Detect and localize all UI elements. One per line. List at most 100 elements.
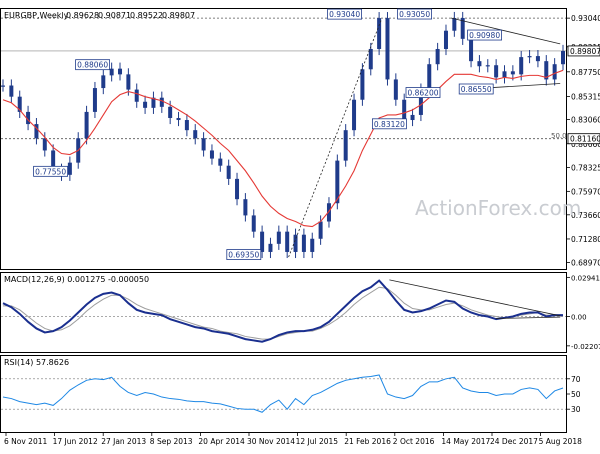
macd-line — [2, 279, 563, 343]
x-axis-label: 30 Nov 2014 — [247, 437, 295, 446]
x-axis-label: 5 Aug 2018 — [539, 437, 582, 446]
price-candle — [343, 130, 348, 161]
price-layer: 0.88060 0.77550 0.69350 0.93040 0.93050 0.909… — [1, 8, 566, 260]
macd-layer — [1, 279, 566, 343]
watermark: ActionForex.com — [415, 196, 581, 220]
price-candle — [301, 234, 306, 252]
price-axis-label: 0.78325 — [571, 163, 600, 172]
x-axis-label: 17 Jun 2012 — [53, 437, 98, 446]
annotation-box — [33, 165, 68, 177]
fib-level-tag: 0.81160 — [570, 135, 600, 144]
annotation-label: 0.90980 — [469, 31, 500, 40]
price-candle — [502, 71, 507, 78]
price-candle — [193, 130, 198, 139]
rsi-axis-label: 50 — [571, 390, 581, 399]
price-candle — [335, 160, 340, 204]
price-candle — [360, 69, 365, 100]
macd-upper-trendline — [389, 279, 561, 317]
price-candle — [485, 65, 490, 67]
price-candle — [393, 79, 398, 100]
annotation-box — [226, 249, 262, 260]
price-axis-label: 0.85315 — [571, 93, 600, 102]
price-candle — [443, 30, 448, 49]
price-candle — [318, 221, 323, 239]
annotation-label: 0.83120 — [374, 120, 405, 129]
price-axis-label: 0.87750 — [571, 68, 600, 77]
price-candle — [34, 124, 39, 139]
annotation-box — [327, 8, 363, 20]
annotation-label: 0.69350 — [228, 251, 259, 260]
price-high: 0.90871 — [98, 11, 131, 20]
price-candle — [552, 64, 557, 80]
annotation-box — [397, 8, 433, 20]
price-candle — [285, 231, 290, 252]
price-axis-label: 0.75970 — [571, 187, 600, 196]
macd-axis-label: 0.029412 — [571, 274, 600, 282]
price-candle — [67, 162, 72, 175]
price-candle — [469, 38, 474, 62]
current-price-tag: 0.89807 — [570, 47, 600, 56]
price-open: 0.89628 — [66, 11, 99, 20]
price-candle — [159, 97, 164, 107]
price-candle — [260, 231, 265, 252]
price-candle — [452, 18, 457, 31]
annotation-label: 0.88060 — [77, 61, 108, 70]
price-candle — [201, 138, 206, 151]
price-candle — [293, 234, 298, 252]
price-candle — [168, 106, 173, 118]
price-candle — [176, 117, 181, 121]
price-axis-label: 0.80660 — [571, 140, 600, 149]
rsi-title: RSI(14) 57.8626 — [4, 358, 69, 367]
price-axis-label: 0.71280 — [571, 235, 600, 244]
annotation-box — [75, 59, 110, 71]
rsi-layer — [1, 374, 566, 413]
price-candle — [126, 74, 131, 90]
price-candle — [527, 56, 532, 58]
price-candle — [26, 111, 31, 125]
annotation-box — [405, 87, 441, 98]
x-axis-label: 2 Oct 2016 — [393, 437, 435, 446]
price-candle — [143, 101, 148, 108]
moving-average-line — [2, 69, 564, 228]
price-candle — [402, 99, 407, 121]
price-candle — [118, 68, 123, 75]
price-candle — [377, 18, 382, 49]
price-candle — [1, 85, 5, 87]
annotation-label: 0.77550 — [35, 167, 66, 176]
x-axis-label: 8 Sep 2013 — [150, 437, 193, 446]
price-panel-frame — [0, 8, 567, 270]
annotation-label: 0.86200 — [407, 89, 438, 98]
price-candle — [134, 89, 139, 102]
axis-layer: 0.930400.902150.877500.853150.830600.806… — [4, 14, 600, 446]
price-axis-label: 0.73660 — [571, 211, 600, 220]
price-candle — [544, 61, 549, 80]
price-candle — [17, 96, 22, 112]
price-candle — [510, 71, 515, 75]
price-candle — [310, 238, 315, 252]
x-axis-label: 24 Dec 2017 — [490, 437, 538, 446]
price-candle — [460, 18, 465, 39]
fib-50-label: 50.0 — [551, 132, 567, 140]
x-axis-label: 21 Feb 2016 — [344, 437, 391, 446]
macd-signal-line — [3, 286, 564, 340]
price-candle — [226, 165, 231, 179]
price-low: 0.89522 — [130, 11, 163, 20]
price-candle — [519, 57, 524, 75]
price-candle — [243, 199, 248, 216]
rsi-axis-label: 30 — [571, 405, 581, 414]
price-candle — [477, 61, 482, 67]
price-candle — [184, 120, 189, 131]
price-candle — [209, 150, 214, 159]
upper-triangle-trendline — [450, 17, 561, 45]
annotation-box — [371, 118, 407, 130]
price-axis-label: 0.68970 — [571, 258, 600, 267]
annotation-box — [467, 29, 503, 41]
macd-panel-frame — [0, 272, 567, 353]
current-price-tag-box — [567, 45, 600, 57]
annotation-label: 0.86550 — [461, 85, 492, 94]
price-candle — [368, 48, 373, 70]
macd-title: MACD(12,26,9) 0.001275 -0.000050 — [4, 275, 149, 284]
x-axis-label: 12 Jul 2015 — [296, 437, 339, 446]
x-axis-label: 6 Nov 2011 — [4, 437, 47, 446]
